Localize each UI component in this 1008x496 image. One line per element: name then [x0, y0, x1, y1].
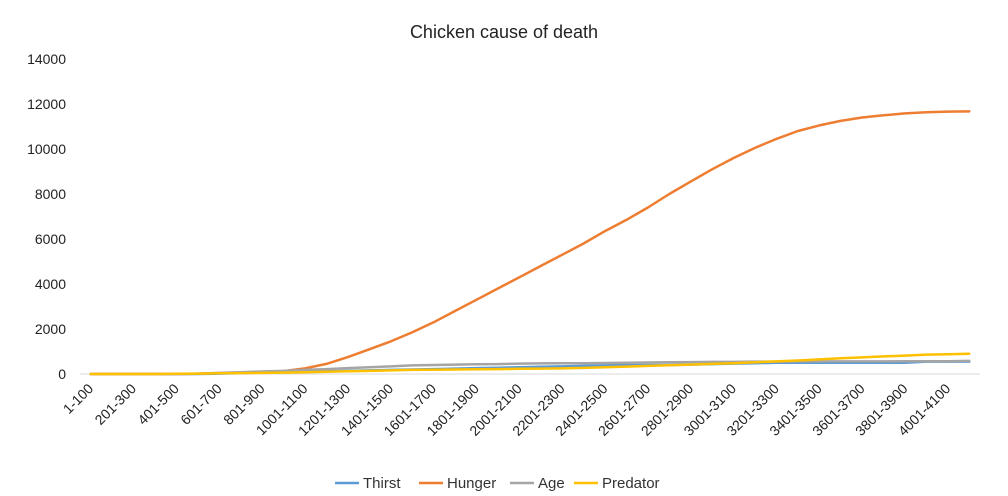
x-tick-label: 201-300	[92, 380, 140, 428]
legend-label: Predator	[602, 475, 660, 492]
y-tick-label: 0	[58, 366, 66, 382]
legend-label: Age	[538, 475, 565, 492]
legend-label: Hunger	[447, 475, 496, 492]
plot-area	[89, 110, 971, 376]
legend-item-hunger: Hunger	[419, 475, 496, 492]
legend: Thirst Hunger Age Predator	[335, 475, 660, 492]
legend-item-predator: Predator	[574, 475, 660, 492]
y-tick-label: 4000	[35, 276, 66, 292]
y-tick-label: 6000	[35, 231, 66, 247]
y-tick-label: 2000	[35, 321, 66, 337]
y-tick-label: 14000	[27, 51, 66, 67]
chart-title: Chicken cause of death	[410, 22, 598, 42]
legend-label: Thirst	[363, 475, 401, 492]
series-line-hunger	[89, 110, 971, 376]
x-tick-label: 1-100	[60, 380, 97, 417]
legend-item-thirst: Thirst	[335, 475, 401, 492]
y-tick-label: 8000	[35, 186, 66, 202]
series-line-predator	[89, 352, 971, 376]
y-tick-label: 12000	[27, 96, 66, 112]
x-axis: 1-100201-300401-500601-700801-9001001-11…	[60, 373, 980, 439]
y-axis: 0 2000 4000 6000 8000 10000 12000 14000	[27, 51, 66, 382]
legend-item-age: Age	[510, 475, 565, 492]
x-tick-label: 401-500	[134, 380, 182, 428]
y-tick-label: 10000	[27, 141, 66, 157]
x-tick-label: 601-700	[177, 380, 225, 428]
